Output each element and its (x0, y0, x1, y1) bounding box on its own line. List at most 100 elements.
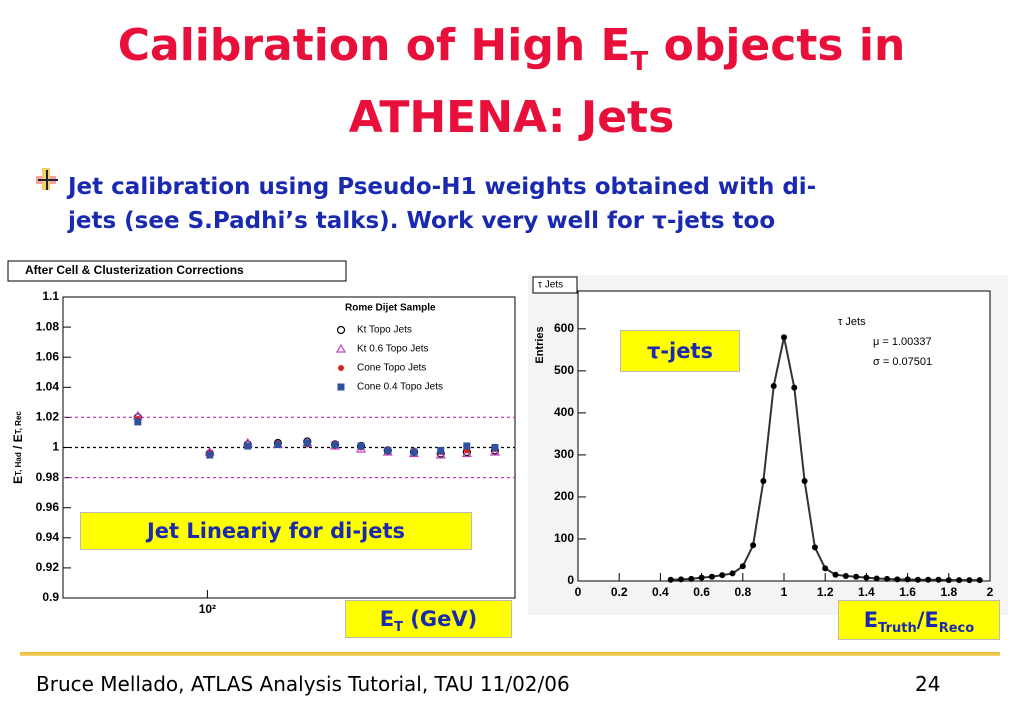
marker (956, 577, 963, 584)
marker (832, 571, 839, 578)
y-tick-label: 0.94 (36, 530, 60, 544)
y-tick-label: 0.96 (36, 500, 60, 514)
title-box (7, 260, 347, 282)
x-tick-label: 0 (575, 585, 582, 599)
marker (274, 440, 282, 448)
footer-rule (20, 652, 1000, 656)
x-tick-label: 0.6 (693, 585, 710, 599)
label-sub: Truth (878, 621, 917, 637)
marker (688, 575, 695, 582)
title-box (532, 276, 578, 294)
marker (770, 382, 777, 389)
x-tick-label: 1.6 (899, 585, 916, 599)
y-tick-label: 400 (554, 405, 574, 419)
y-axis-label: Entries (534, 326, 546, 363)
marker (729, 570, 736, 577)
x-tick-label: 1.2 (817, 585, 834, 599)
title-text: Calibration of High E (117, 20, 631, 71)
x-tick-label: 0.2 (611, 585, 628, 599)
marker (463, 442, 471, 450)
label-part: T, Had (14, 452, 23, 476)
marker (437, 447, 445, 455)
x-tick-label: 10² (199, 602, 216, 616)
legend-label: Cone Topo Jets (357, 363, 426, 374)
y-tick-label: 0 (567, 573, 574, 587)
marker (739, 563, 746, 570)
annotation-box: Jet Lineariy for di-jets (80, 512, 472, 550)
x-axis-label: ET (GeV) (345, 600, 512, 638)
marker (791, 384, 798, 391)
y-tick-label: 0.98 (36, 470, 60, 484)
y-tick-label: 1.06 (36, 349, 60, 363)
marker (863, 574, 870, 581)
marker (811, 544, 818, 551)
y-tick-label: 500 (554, 363, 574, 377)
title-sub: T (630, 46, 649, 77)
y-tick-label: 0.9 (42, 590, 59, 604)
marker (491, 444, 499, 451)
x-tick-label: 1.4 (858, 585, 875, 599)
marker (925, 576, 932, 583)
label-part: E (379, 607, 395, 631)
marker (336, 325, 346, 335)
chart: τ Jets Entries 0 100 200 300 400 500 600 0 0.2 0.4 0… (528, 275, 1008, 615)
y-tick-label: 1 (52, 440, 59, 454)
bullet-line: jets (see S.Padhi’s talks). Work very we… (68, 208, 776, 234)
marker (337, 383, 345, 391)
marker (489, 446, 500, 456)
marker (966, 577, 973, 584)
y-axis-label: ET, Had / ET, Rec (11, 411, 25, 484)
slide-title: Calibration of High ET objects in ATHENA:… (0, 18, 1023, 146)
marker (410, 448, 418, 456)
x-tick-label: 1 (781, 585, 788, 599)
x-tick-label: 2 (987, 585, 994, 599)
stats-text: σ = 0.07501 (873, 356, 932, 368)
marker (134, 418, 142, 426)
marker (435, 449, 446, 459)
marker (698, 574, 705, 581)
marker (678, 576, 684, 583)
marker (904, 576, 911, 583)
marker (331, 440, 339, 448)
y-tick-label: 100 (554, 531, 574, 545)
marker (206, 451, 214, 459)
marker (335, 343, 347, 353)
legend-label: Kt Topo Jets (357, 325, 412, 336)
label-part: T, Rec (14, 411, 23, 435)
label-part: (GeV) (402, 607, 478, 631)
marker (873, 575, 880, 582)
y-tick-label: 1.04 (36, 379, 60, 393)
y-tick-label: 1.1 (42, 289, 59, 303)
bullet-line: Jet calibration using Pseudo-H1 weights … (68, 174, 817, 200)
marker (842, 572, 849, 579)
chart-title: After Cell & Clusterization Corrections (25, 263, 244, 277)
page-number: 24 (915, 672, 941, 696)
marker (461, 448, 472, 458)
label-part: E (11, 476, 25, 484)
marker (750, 542, 757, 549)
marker (935, 576, 942, 583)
marker (945, 577, 952, 584)
marker (667, 576, 674, 583)
label-sub: T (394, 620, 403, 636)
y-tick-label: 1.02 (36, 410, 60, 424)
y-tick-label: 300 (554, 447, 574, 461)
x-axis-label: ETruth/EReco (838, 600, 1000, 640)
marker (801, 477, 808, 484)
title-text: objects in (648, 20, 906, 71)
marker (760, 477, 767, 484)
chart: After Cell & Clusterization Corrections E… (5, 258, 518, 630)
title-text: ATHENA: Jets (348, 91, 675, 143)
marker (822, 565, 829, 572)
legend-label: Cone 0.4 Topo Jets (357, 382, 443, 393)
footer-text: Bruce Mellado, ATLAS Analysis Tutorial, … (36, 672, 570, 696)
x-tick-label: 1.8 (940, 585, 957, 599)
x-tick-label: 0.4 (652, 585, 669, 599)
marker (976, 577, 983, 584)
stats-text: μ = 1.00337 (873, 336, 932, 348)
marker (708, 573, 715, 580)
marker (719, 572, 726, 579)
marker (338, 365, 344, 371)
legend-title: Rome Dijet Sample (345, 303, 436, 314)
marker (303, 439, 311, 447)
